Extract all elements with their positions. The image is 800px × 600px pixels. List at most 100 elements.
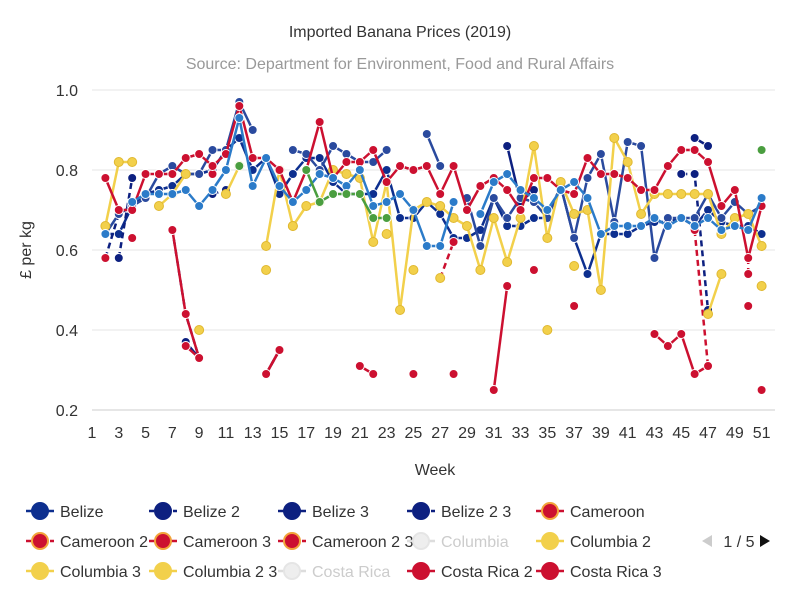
data-point[interactable]: [475, 209, 486, 219]
data-point[interactable]: [609, 221, 620, 231]
data-point[interactable]: [287, 169, 298, 179]
data-point[interactable]: [662, 189, 673, 199]
data-point[interactable]: [153, 169, 164, 179]
data-point[interactable]: [515, 205, 526, 215]
data-point[interactable]: [274, 181, 285, 191]
data-point[interactable]: [528, 193, 539, 203]
data-point[interactable]: [354, 165, 365, 175]
data-point[interactable]: [314, 153, 325, 163]
data-point[interactable]: [395, 213, 406, 223]
data-point[interactable]: [368, 145, 379, 155]
data-point[interactable]: [368, 201, 379, 211]
data-point[interactable]: [301, 165, 312, 175]
legend-item[interactable]: Belize: [26, 502, 104, 521]
data-point[interactable]: [100, 253, 111, 263]
data-point[interactable]: [421, 129, 432, 139]
data-point[interactable]: [247, 181, 258, 191]
data-point[interactable]: [328, 189, 339, 199]
data-point[interactable]: [542, 325, 553, 335]
data-point[interactable]: [636, 185, 647, 195]
data-point[interactable]: [662, 161, 673, 171]
data-point[interactable]: [381, 197, 392, 207]
data-point[interactable]: [207, 145, 218, 155]
data-point[interactable]: [582, 193, 593, 203]
data-point[interactable]: [488, 177, 499, 187]
data-point[interactable]: [408, 369, 419, 379]
data-point[interactable]: [194, 149, 205, 159]
data-point[interactable]: [743, 253, 754, 263]
data-point[interactable]: [649, 185, 660, 195]
data-point[interactable]: [395, 161, 406, 171]
data-point[interactable]: [435, 241, 446, 251]
data-point[interactable]: [676, 189, 687, 199]
legend-item[interactable]: Cameroon 3: [149, 532, 271, 551]
data-point[interactable]: [368, 237, 379, 247]
data-point[interactable]: [743, 301, 754, 311]
data-point[interactable]: [368, 213, 379, 223]
data-point[interactable]: [328, 173, 339, 183]
data-point[interactable]: [756, 241, 767, 251]
data-point[interactable]: [274, 345, 285, 355]
data-point[interactable]: [301, 185, 312, 195]
data-point[interactable]: [381, 229, 392, 239]
data-point[interactable]: [689, 133, 700, 143]
data-point[interactable]: [261, 369, 272, 379]
data-point[interactable]: [729, 221, 740, 231]
data-point[interactable]: [716, 269, 727, 279]
data-point[interactable]: [488, 385, 499, 395]
legend-item[interactable]: Cameroon: [536, 502, 645, 521]
data-point[interactable]: [622, 157, 633, 167]
data-point[interactable]: [314, 117, 325, 127]
data-point[interactable]: [542, 205, 553, 215]
data-point[interactable]: [528, 173, 539, 183]
data-point[interactable]: [448, 197, 459, 207]
data-point[interactable]: [287, 197, 298, 207]
data-point[interactable]: [354, 361, 365, 371]
data-point[interactable]: [448, 369, 459, 379]
data-point[interactable]: [595, 285, 606, 295]
data-point[interactable]: [395, 189, 406, 199]
data-point[interactable]: [167, 169, 178, 179]
data-point[interactable]: [274, 165, 285, 175]
data-point[interactable]: [622, 137, 633, 147]
data-point[interactable]: [502, 281, 513, 291]
data-point[interactable]: [127, 197, 138, 207]
data-point[interactable]: [689, 369, 700, 379]
data-point[interactable]: [569, 233, 580, 243]
data-point[interactable]: [528, 265, 539, 275]
data-point[interactable]: [502, 213, 513, 223]
data-point[interactable]: [662, 221, 673, 231]
data-point[interactable]: [502, 257, 513, 267]
data-point[interactable]: [314, 169, 325, 179]
data-point[interactable]: [636, 221, 647, 231]
data-point[interactable]: [435, 161, 446, 171]
data-point[interactable]: [287, 221, 298, 231]
data-point[interactable]: [153, 189, 164, 199]
pager-prev-icon[interactable]: [702, 535, 712, 547]
legend-item[interactable]: Costa Rica: [278, 562, 390, 581]
data-point[interactable]: [743, 209, 754, 219]
data-point[interactable]: [395, 305, 406, 315]
data-point[interactable]: [582, 173, 593, 183]
data-point[interactable]: [127, 233, 138, 243]
data-point[interactable]: [743, 269, 754, 279]
data-point[interactable]: [703, 213, 714, 223]
data-point[interactable]: [676, 169, 687, 179]
data-point[interactable]: [220, 165, 231, 175]
data-point[interactable]: [649, 329, 660, 339]
data-point[interactable]: [756, 145, 767, 155]
data-point[interactable]: [140, 169, 151, 179]
data-point[interactable]: [743, 225, 754, 235]
data-point[interactable]: [167, 189, 178, 199]
data-point[interactable]: [421, 197, 432, 207]
data-point[interactable]: [703, 141, 714, 151]
data-point[interactable]: [756, 385, 767, 395]
data-point[interactable]: [100, 229, 111, 239]
data-point[interactable]: [756, 281, 767, 291]
data-point[interactable]: [609, 169, 620, 179]
legend-item[interactable]: Belize 2: [149, 502, 240, 521]
data-point[interactable]: [729, 185, 740, 195]
data-point[interactable]: [113, 205, 124, 215]
data-point[interactable]: [689, 189, 700, 199]
data-point[interactable]: [261, 265, 272, 275]
